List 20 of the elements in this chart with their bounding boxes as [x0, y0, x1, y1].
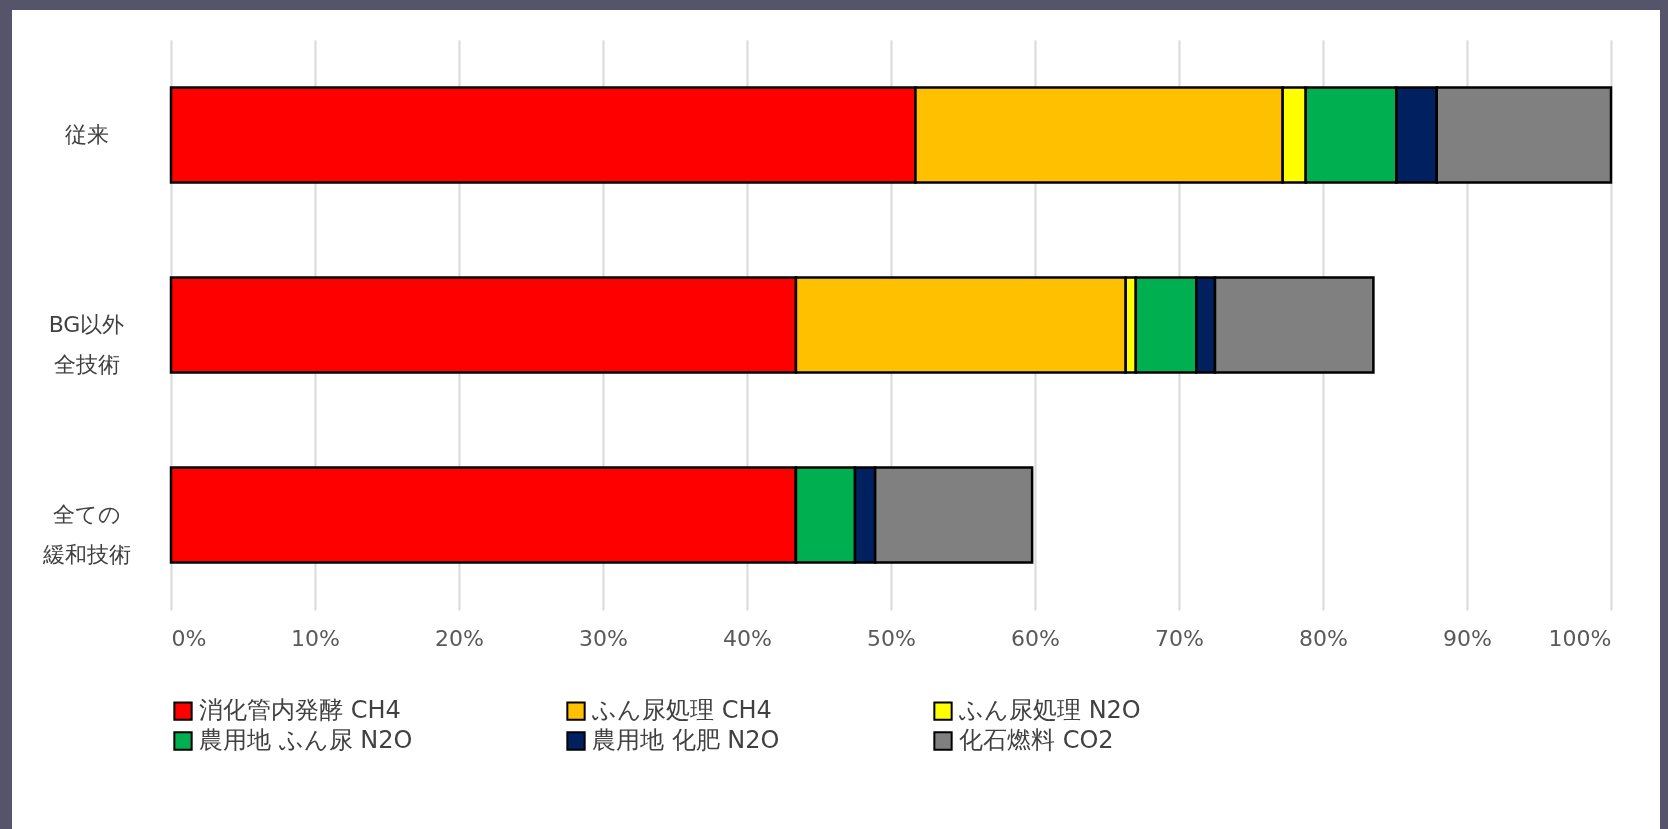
x-tick-label: 30% [579, 625, 628, 651]
x-tick-label: 70% [1155, 625, 1204, 651]
legend-label: 化石燃料 CO2 [959, 726, 1114, 754]
y-tick-label: 従来 [64, 122, 109, 147]
x-tick-label: 40% [723, 625, 772, 651]
y-tick-label: 全ての緩和技術 [41, 502, 131, 567]
x-tick-label: 60% [1011, 625, 1060, 651]
x-tick-label: 90% [1443, 625, 1492, 651]
x-tick-label: 20% [435, 625, 484, 651]
x-tick-label: 80% [1299, 625, 1348, 651]
y-tick-label: BG以外全技術 [48, 312, 125, 377]
x-tick-label: 100% [1548, 625, 1612, 651]
x-tick-label: 10% [291, 625, 340, 651]
x-tick-label: 50% [867, 625, 916, 651]
x-tick-label: 0% [171, 625, 207, 651]
legend-label: 農用地 ふん尿 N2O [199, 726, 413, 754]
legend-label: ふん尿処理 N2O [958, 696, 1141, 725]
legend-label: ふん尿処理 CH4 [591, 696, 772, 725]
legend-label: 農用地 化肥 N2O [592, 726, 780, 754]
legend-label: 消化管内発酵 CH4 [199, 696, 401, 725]
